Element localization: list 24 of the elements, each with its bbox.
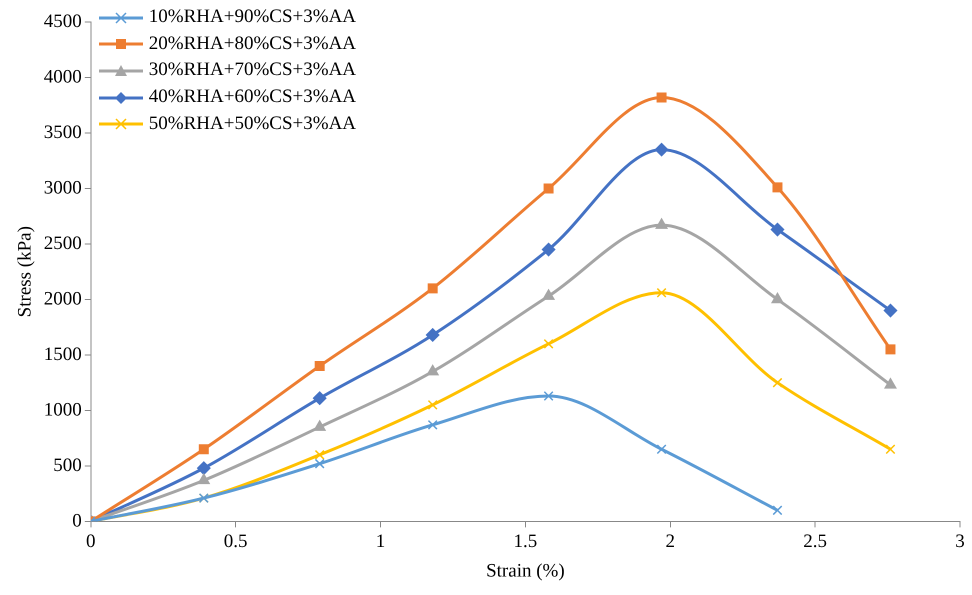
- x-axis-title: Strain (%): [486, 560, 565, 582]
- y-tick-label: 3000: [44, 177, 82, 198]
- legend-label: 30%RHA+70%CS+3%AA: [148, 59, 356, 80]
- y-tick-label: 2500: [44, 232, 82, 254]
- x-tick-label: 1.5: [514, 530, 538, 552]
- x-tick-label: 2: [666, 530, 676, 552]
- x-tick-label: 2.5: [803, 530, 828, 552]
- y-tick-label: 500: [53, 454, 82, 476]
- y-tick-label: 4500: [44, 10, 82, 32]
- y-tick-label: 2000: [44, 288, 82, 310]
- x-tick-label: 0: [86, 530, 96, 552]
- y-tick-label: 1500: [44, 344, 82, 365]
- y-axis-title: Stress (kPa): [14, 226, 36, 318]
- y-tick-label: 1000: [44, 399, 82, 420]
- x-tick-label: 3: [955, 530, 965, 552]
- legend-label: 40%RHA+60%CS+3%AA: [148, 86, 356, 107]
- legend-label: 10%RHA+90%CS+3%AA: [148, 6, 356, 27]
- y-tick-label: 0: [72, 510, 82, 532]
- x-tick-label: 0.5: [224, 530, 248, 552]
- legend-label: 50%RHA+50%CS+3%AA: [148, 112, 356, 134]
- legend-label: 20%RHA+80%CS+3%AA: [148, 32, 356, 54]
- x-tick-label: 1: [376, 530, 386, 552]
- y-tick-label: 4000: [44, 66, 82, 88]
- y-tick-label: 3500: [44, 122, 82, 143]
